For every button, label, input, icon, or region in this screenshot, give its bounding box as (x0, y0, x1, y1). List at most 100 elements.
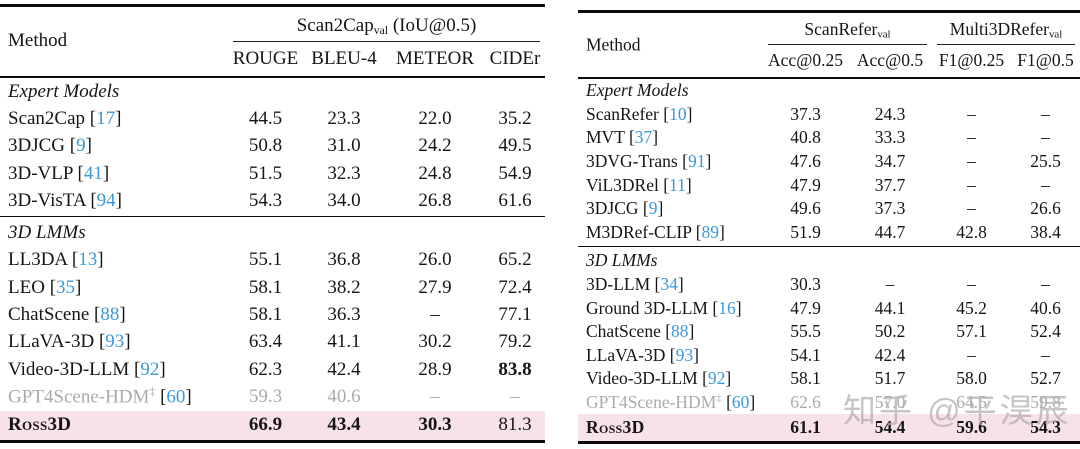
metric-value: – (967, 151, 976, 172)
table-header: Method ScanReferval Multi3DReferval Acc@0… (578, 13, 1080, 76)
metric-value: 37.3 (790, 103, 821, 124)
metric-value: 30.3 (790, 274, 821, 295)
metric-value: 41.1 (327, 331, 361, 353)
citation-link[interactable]: 60 (166, 386, 186, 408)
column-header: ROUGE (232, 47, 299, 69)
metric-value: – (967, 198, 976, 219)
table-row: LL3DA [13] 55.1 36.8 26.0 65.2 (0, 247, 545, 274)
metric-value: 44.1 (874, 297, 906, 318)
citation-link[interactable]: 60 (731, 392, 750, 413)
dagger-mark: ‡ (716, 392, 722, 405)
citation-link[interactable]: 94 (96, 189, 116, 211)
metric-value: 34.7 (874, 151, 906, 172)
method-name: ChatScene [88] (8, 304, 126, 326)
metric-value: 34.0 (327, 189, 361, 211)
grounding-table: Method ScanReferval Multi3DReferval Acc@0… (578, 10, 1080, 445)
metric-value: 58.1 (248, 304, 283, 326)
citation-link[interactable]: 88 (671, 321, 689, 342)
table-row: 3DJCG [9] 50.8 31.0 24.2 49.5 (0, 133, 545, 160)
metric-value: 26.6 (1030, 198, 1061, 219)
table-row: Video-3D-LLM [92] 62.3 42.4 28.9 83.8 (0, 356, 545, 383)
column-header: F1@0.25 (938, 50, 1005, 70)
metric-value: – (967, 274, 976, 295)
table-body: Expert Models ScanRefer [10] 37.3 24.3– – MVT… (578, 79, 1080, 442)
citation-link[interactable]: 88 (100, 304, 120, 326)
citation-link[interactable]: 9 (76, 135, 86, 157)
citation-link[interactable]: 91 (687, 151, 706, 172)
metric-value: – (1041, 127, 1050, 148)
metric-value: 42.8 (956, 221, 987, 242)
metric-value: – (430, 385, 440, 407)
table-row: Ground 3D-LLM [16] 47.9 44.1 45.2 40.6 (578, 296, 1080, 320)
metric-value: 26.0 (418, 249, 452, 271)
column-header: CIDEr (489, 47, 541, 69)
metric-value: 83.8 (498, 358, 532, 380)
table-row: Ross3D 61.1 54.4 59.6 54.3 (578, 414, 1080, 442)
metric-value: 27.9 (418, 276, 452, 298)
metric-value: 57.0 (874, 392, 906, 413)
metric-value: 33.3 (874, 127, 906, 148)
metric-value: 25.5 (1030, 151, 1061, 172)
metric-value: – (967, 103, 976, 124)
method-name: LL3DA [13] (8, 249, 104, 271)
metric-value: 66.9 (248, 414, 283, 436)
metric-value: 54.9 (498, 162, 532, 184)
metric-value: 23.3 (327, 107, 361, 129)
section-rule (578, 246, 1080, 248)
method-name: LLaVA-3D [93] (8, 331, 131, 353)
citation-link[interactable]: 17 (96, 107, 116, 129)
section-rule (0, 216, 545, 218)
metric-value: – (1041, 274, 1050, 295)
section-label-row: Expert Models (0, 78, 545, 105)
metric-value: – (967, 174, 976, 195)
metric-value: 24.8 (418, 162, 452, 184)
citation-link[interactable]: 10 (669, 103, 687, 124)
table-header: Method Scan2Capval (IoU@0.5) ROUGE BLEU-4… (0, 7, 545, 75)
metric-value: 36.3 (327, 304, 361, 326)
table-row: ChatScene [88] 55.5 50.2 57.1 52.4 (578, 320, 1080, 344)
method-name: 3D-LLM [34] (586, 274, 684, 295)
metric-value: 58.0 (956, 368, 987, 389)
metric-value: 65.2 (498, 249, 532, 271)
metric-value: 36.8 (327, 249, 361, 271)
metric-value: 61.1 (790, 417, 821, 438)
section-label-row: Expert Models (578, 79, 1080, 103)
citation-link[interactable]: 35 (56, 276, 76, 298)
citation-link[interactable]: 93 (105, 331, 125, 353)
metric-value: – (510, 385, 520, 407)
method-name: Ground 3D-LLM [16] (586, 297, 742, 318)
header-rule (0, 76, 545, 78)
metric-header-row: Acc@0.25 Acc@0.5 F1@0.25 F1@0.5 (763, 45, 1080, 76)
citation-link[interactable]: 34 (660, 274, 678, 295)
metric-value: – (1041, 103, 1050, 124)
method-name: Scan2Cap [17] (8, 107, 122, 129)
metric-value: 44.5 (248, 107, 283, 129)
metric-value: 24.3 (874, 103, 906, 124)
metric-value: 24.2 (418, 135, 452, 157)
method-name: GPT4Scene-HDM‡ [60] (8, 385, 192, 408)
table-row: M3DRef-CLIP [89] 51.9 44.7 42.8 38.4 (578, 221, 1080, 245)
citation-link[interactable]: 13 (78, 249, 98, 271)
citation-link[interactable]: 37 (634, 127, 653, 148)
metric-value: 63.4 (248, 331, 283, 353)
citation-link[interactable]: 9 (648, 198, 658, 219)
bottom-rule (578, 441, 1080, 445)
metric-value: 37.7 (874, 174, 906, 195)
metric-value: 54.3 (1030, 417, 1061, 438)
citation-link[interactable]: 11 (669, 174, 686, 195)
table-row: ChatScene [88] 58.1 36.3 – 77.1 (0, 301, 545, 328)
metric-value: 51.7 (874, 368, 906, 389)
metric-value: 30.3 (418, 414, 452, 436)
citation-link[interactable]: 92 (707, 368, 726, 389)
metric-value: 31.0 (327, 135, 361, 157)
citation-link[interactable]: 89 (701, 221, 720, 242)
citation-link[interactable]: 41 (83, 162, 103, 184)
table-row: LLaVA-3D [93] 54.1 42.4 – – (578, 344, 1080, 368)
metric-value: 58.1 (248, 276, 283, 298)
citation-link[interactable]: 92 (140, 358, 160, 380)
citation-link[interactable]: 93 (675, 344, 694, 365)
citation-link[interactable]: 16 (718, 297, 736, 318)
metric-value: 49.5 (498, 135, 532, 157)
section-label: Expert Models (8, 80, 120, 102)
scan2cap-table: Method Scan2Capval (IoU@0.5) ROUGE BLEU-4… (0, 4, 545, 443)
